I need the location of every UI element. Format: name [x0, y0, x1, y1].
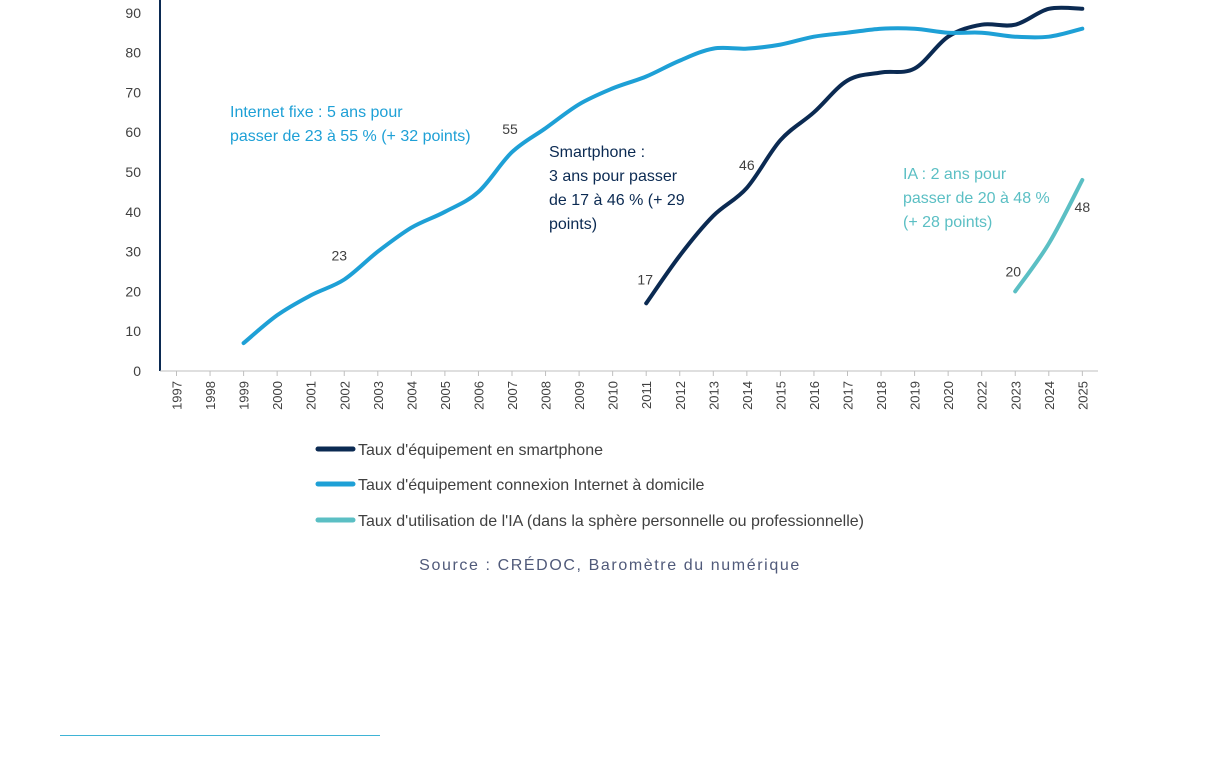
- x-tick-label: 2018: [874, 381, 889, 410]
- x-tick-label: 2025: [1075, 381, 1090, 410]
- x-tick-label: 2012: [673, 381, 688, 410]
- source-note: Source : CRÉDOC, Baromètre du numérique: [419, 557, 801, 574]
- x-tick-label: 1998: [203, 381, 218, 410]
- y-tick-label: 70: [125, 84, 141, 100]
- x-tick-label: 2004: [404, 381, 419, 410]
- annotation-line: 3 ans pour passer: [549, 168, 678, 185]
- series-lines: [241, 5, 1085, 346]
- data-label: 48: [1075, 199, 1091, 215]
- annotation-line: (+ 28 points): [903, 214, 992, 231]
- x-tick-label: 2023: [1008, 381, 1023, 410]
- data-label: 23: [331, 247, 347, 263]
- x-tick-label: 2009: [572, 381, 587, 410]
- x-tick-label: 2003: [371, 381, 386, 410]
- x-tick-label: 2005: [438, 381, 453, 410]
- y-tick-label: 20: [125, 283, 141, 299]
- x-tick-label: 2002: [337, 381, 352, 410]
- x-axis-ticks: 1997 1998 1999 2000 2001 2002 2003 2004 2005 2006…: [170, 371, 1090, 410]
- y-axis-ticks: 0 10 20 30 40 50 60 70 80 90: [125, 5, 141, 379]
- series-line-1: [241, 26, 1085, 346]
- y-tick-label: 60: [125, 124, 141, 140]
- annotation-line: Smartphone :: [549, 144, 645, 161]
- annotation-line: points): [549, 216, 597, 233]
- data-label: 55: [502, 121, 518, 137]
- x-tick-label: 2020: [941, 381, 956, 410]
- y-tick-label: 50: [125, 164, 141, 180]
- y-tick-label: 90: [125, 5, 141, 21]
- x-tick-label: 2013: [706, 381, 721, 410]
- axes: [159, 0, 1098, 372]
- x-tick-label: 2022: [975, 381, 990, 410]
- legend-entry: Taux d'équipement connexion Internet à d…: [358, 477, 704, 494]
- y-tick-label: 30: [125, 244, 141, 260]
- data-label: 46: [739, 157, 755, 173]
- annotation-line: passer de 23 à 55 % (+ 32 points): [230, 128, 471, 145]
- x-tick-label: 2000: [270, 381, 285, 410]
- annotations: Internet fixe : 5 ans pour passer de 23 à…: [230, 104, 1050, 233]
- series-line-0: [644, 5, 1085, 306]
- y-tick-label: 0: [133, 363, 141, 379]
- x-tick-label: 2010: [606, 381, 621, 410]
- annotation-line: de 17 à 46 % (+ 29: [549, 192, 685, 209]
- legend-entry: Taux d'utilisation de l'IA (dans la sphè…: [358, 513, 864, 530]
- x-tick-label: 1997: [170, 381, 185, 410]
- x-tick-label: 2011: [639, 381, 654, 409]
- x-tick-label: 2001: [304, 381, 319, 410]
- y-tick-label: 10: [125, 323, 141, 339]
- y-tick-label: 40: [125, 204, 141, 220]
- x-tick-label: 2007: [505, 381, 520, 410]
- x-tick-label: 2024: [1042, 381, 1057, 410]
- x-tick-label: 2015: [773, 381, 788, 410]
- data-labels: 23 55 17 46 20 48: [331, 121, 1090, 287]
- x-tick-label: 2019: [908, 381, 923, 410]
- data-label: 17: [637, 271, 653, 287]
- legend-entry: Taux d'équipement en smartphone: [358, 442, 603, 459]
- x-tick-label: 2014: [740, 381, 755, 410]
- annotation-line: IA : 2 ans pour: [903, 166, 1007, 183]
- series-line-2: [1013, 178, 1085, 294]
- legend: Taux d'équipement en smartphone Taux d'éq…: [315, 442, 864, 530]
- footnote-divider: [60, 735, 380, 736]
- data-label: 20: [1005, 263, 1021, 279]
- annotation-line: Internet fixe : 5 ans pour: [230, 104, 403, 121]
- x-tick-label: 2016: [807, 381, 822, 410]
- y-tick-label: 80: [125, 45, 141, 61]
- x-tick-label: 2006: [471, 381, 486, 410]
- x-tick-label: 2008: [539, 381, 554, 410]
- x-tick-label: 1999: [237, 381, 252, 410]
- x-tick-label: 2017: [841, 381, 856, 410]
- annotation-line: passer de 20 à 48 %: [903, 190, 1050, 207]
